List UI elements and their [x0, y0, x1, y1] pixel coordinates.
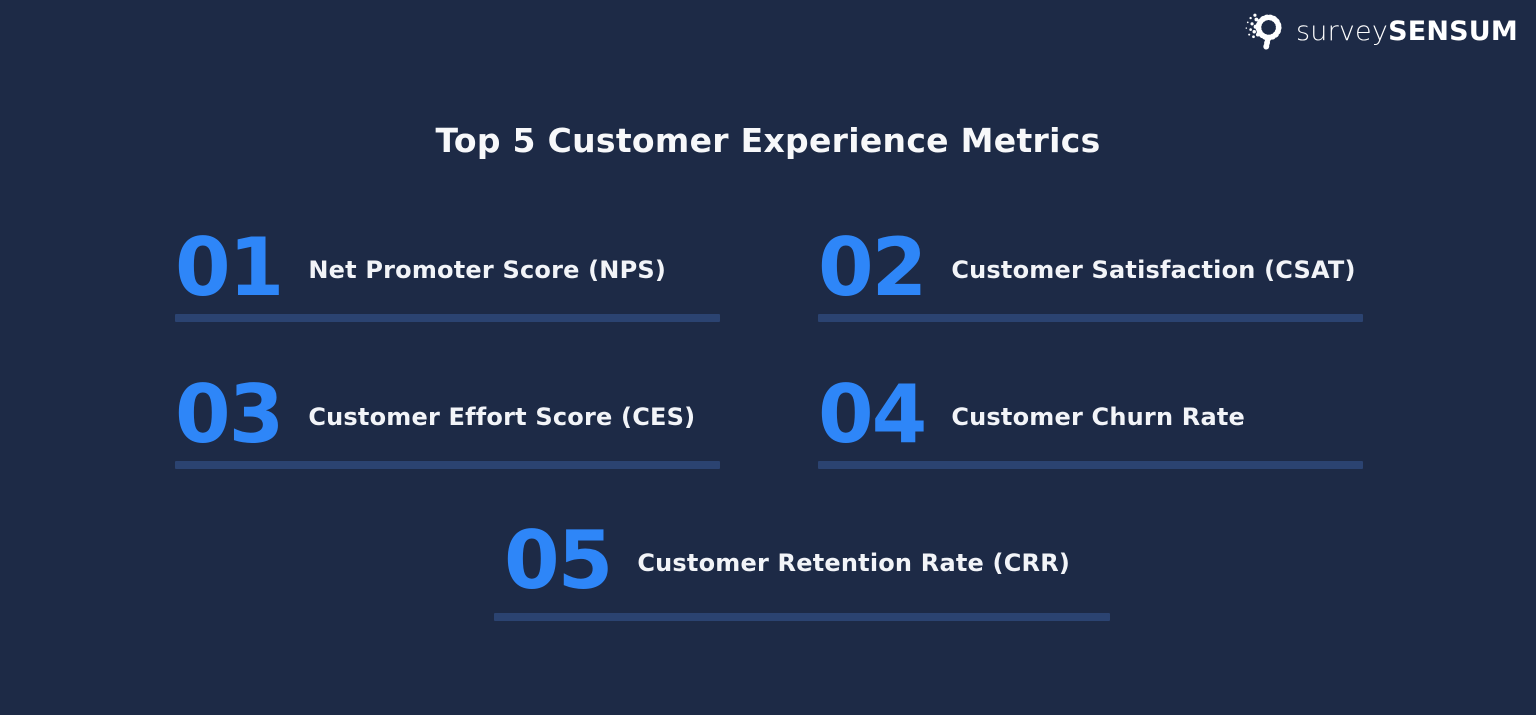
- logo-text-sensum: SENSUM: [1388, 15, 1518, 47]
- logo-text: surveySENSUM: [1296, 18, 1518, 45]
- metric-underline: [818, 314, 1363, 322]
- metric-label: Customer Satisfaction (CSAT): [951, 256, 1356, 284]
- metric-underline: [175, 461, 720, 469]
- metric-number: 01: [175, 221, 284, 314]
- metric-number: 03: [175, 368, 284, 461]
- metric-label: Net Promoter Score (NPS): [308, 256, 667, 284]
- metric-underline: [175, 314, 720, 322]
- metric-item-churn-rate: 04 Customer Churn Rate: [818, 375, 1363, 469]
- metric-label: Customer Churn Rate: [951, 403, 1246, 431]
- metric-label: Customer Effort Score (CES): [308, 403, 696, 431]
- metric-underline: [494, 613, 1110, 621]
- page-title: Top 5 Customer Experience Metrics: [435, 121, 1101, 160]
- metric-number: 04: [818, 368, 927, 461]
- metric-label: Customer Retention Rate (CRR): [637, 549, 1071, 577]
- logo-text-survey: survey: [1296, 15, 1389, 47]
- brand-logo: surveySENSUM: [1242, 8, 1518, 54]
- metric-underline: [818, 461, 1363, 469]
- metric-item-retention-rate: 05 Customer Retention Rate (CRR): [494, 521, 1110, 621]
- magnifier-particles-icon: [1242, 8, 1288, 54]
- metric-number: 02: [818, 221, 927, 314]
- metric-item-nps: 01 Net Promoter Score (NPS): [175, 228, 720, 322]
- metric-item-ces: 03 Customer Effort Score (CES): [175, 375, 720, 469]
- metric-number: 05: [504, 514, 613, 607]
- metric-item-csat: 02 Customer Satisfaction (CSAT): [818, 228, 1363, 322]
